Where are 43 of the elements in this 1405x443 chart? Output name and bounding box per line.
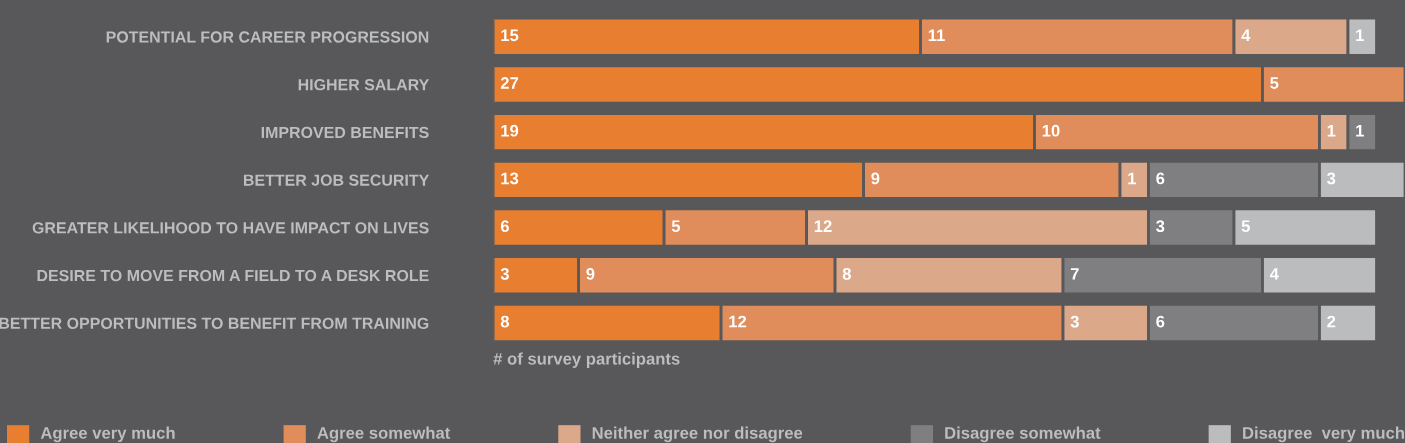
y-tick-label: DESIRE TO MOVE FROM A FIELD TO A DESK ROLE xyxy=(37,269,429,282)
data-label: 2 xyxy=(1327,315,1336,328)
data-label: 12 xyxy=(729,315,747,328)
data-label: 1 xyxy=(1128,172,1136,185)
y-tick-label: BETTER JOB SECURITY xyxy=(243,174,430,186)
x-axis-title: # of survey participants xyxy=(493,352,680,368)
y-tick-label: POTENTIAL FOR CAREER PROGRESSION xyxy=(106,31,429,43)
data-label: 3 xyxy=(1156,220,1165,233)
data-label: 4 xyxy=(1269,268,1279,280)
data-label: 6 xyxy=(1156,172,1165,185)
data-label: 8 xyxy=(842,267,851,280)
data-label: 5 xyxy=(1241,220,1250,233)
legend-label: Neither agree nor disagree xyxy=(592,426,803,443)
data-label: 1 xyxy=(1356,29,1364,42)
legend-label: Agree somewhat xyxy=(317,426,451,443)
y-tick-label: GREATER LIKELIHOOD TO HAVE IMPACT ON LIVES xyxy=(32,222,429,234)
data-label: 6 xyxy=(1156,315,1165,328)
y-tick-label: HIGHER SALARY xyxy=(298,79,430,91)
legend-label: Agree very much xyxy=(40,426,175,443)
data-label: 19 xyxy=(501,124,519,137)
data-label: 27 xyxy=(500,77,519,89)
data-label: 3 xyxy=(1070,315,1079,328)
y-tick-label: IMPROVED BENEFITS xyxy=(261,126,429,139)
data-label: 10 xyxy=(1042,124,1060,137)
data-label: 9 xyxy=(586,267,595,280)
legend-label: Disagree very much xyxy=(1243,426,1404,443)
data-label: 7 xyxy=(1070,268,1079,280)
data-label: 15 xyxy=(501,29,519,42)
data-label: 13 xyxy=(501,172,519,185)
y-tick-label: BETTER OPPORTUNITIES TO BENEFIT FROM TRAINING xyxy=(0,317,429,329)
data-label: 9 xyxy=(871,172,880,185)
data-label: 6 xyxy=(500,220,509,233)
data-label: 3 xyxy=(1327,172,1336,185)
data-label: 12 xyxy=(814,220,832,232)
data-label: 1 xyxy=(1356,124,1364,137)
data-label: 5 xyxy=(1270,77,1279,89)
data-label: 11 xyxy=(928,29,945,42)
data-label: 4 xyxy=(1241,29,1251,42)
data-label: 8 xyxy=(500,315,510,328)
data-label: 5 xyxy=(671,220,681,233)
data-label: 1 xyxy=(1327,124,1336,137)
legend-label: Disagree somewhat xyxy=(945,426,1101,443)
data-label: 3 xyxy=(500,267,509,280)
